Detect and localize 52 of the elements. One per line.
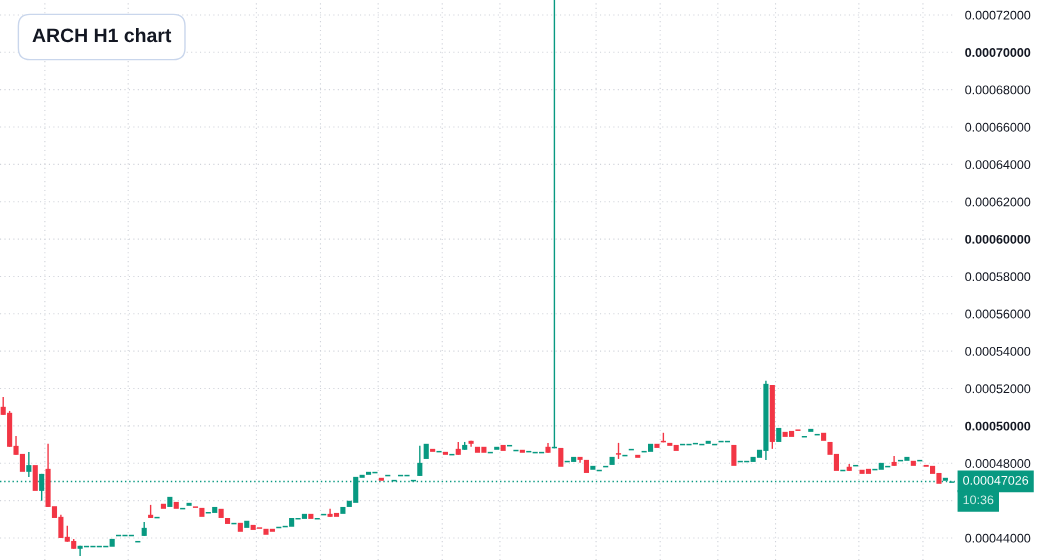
- candlestick: [359, 474, 365, 478]
- candlestick: [590, 465, 596, 470]
- candlestick: [237, 522, 243, 532]
- candlestick: [519, 449, 525, 453]
- y-tick-label: 0.00068000: [965, 85, 1031, 95]
- candlestick: [776, 427, 782, 442]
- ref-line-label: 0.00047026: [963, 475, 1029, 485]
- candlestick: [423, 443, 429, 459]
- candlestick: [731, 444, 737, 466]
- y-tick-label: 0.00052000: [965, 384, 1031, 394]
- candlestick: [442, 451, 449, 455]
- candlestick: [244, 520, 250, 528]
- y-tick-label: 0.00060000: [965, 234, 1031, 244]
- candlestick: [167, 496, 173, 507]
- candlestick: [609, 456, 615, 465]
- y-tick-label: 0.00062000: [965, 197, 1031, 207]
- candlestick: [821, 432, 827, 441]
- y-tick-label: 0.00072000: [965, 10, 1031, 20]
- text: ARCH H1 chart: [32, 27, 172, 43]
- candlestick: [160, 503, 166, 509]
- candlestick: [654, 443, 660, 448]
- candlestick: [173, 501, 179, 509]
- candlestick: [32, 465, 38, 491]
- candlestick: [224, 517, 231, 524]
- y-tick-label: 0.00048000: [965, 459, 1031, 468]
- candlestick: [199, 507, 205, 517]
- candlestick: [218, 508, 224, 518]
- candlestick: [186, 502, 192, 506]
- y-tick-label: 0.00058000: [965, 272, 1031, 282]
- y-tick-label: 0.00044000: [965, 533, 1031, 543]
- y-tick-label: 0.00050000: [965, 421, 1031, 431]
- y-tick-label: 0.00066000: [965, 122, 1031, 132]
- candlestick: [673, 444, 679, 451]
- y-tick-label: 0.00054000: [965, 346, 1031, 356]
- candlestick: [500, 444, 506, 451]
- candlestick: [430, 448, 436, 452]
- candlestick: [808, 428, 814, 432]
- candlestick: [558, 447, 564, 467]
- candlestick: [494, 446, 500, 450]
- candlestick: [635, 454, 641, 458]
- candlestick: [583, 459, 590, 473]
- text: 10:36: [963, 495, 994, 505]
- y-tick-label: 0.00056000: [965, 309, 1031, 319]
- y-tick-label: 0.00070000: [965, 48, 1031, 57]
- y-tick-label: 0.00064000: [965, 160, 1031, 170]
- candlestick: [109, 538, 115, 547]
- candlestick: [340, 506, 346, 514]
- candlestick: [308, 513, 314, 519]
- candlestick: [705, 440, 711, 444]
- candlestick: [667, 442, 673, 446]
- candlestick: [378, 477, 384, 481]
- candlestick: [910, 460, 916, 466]
